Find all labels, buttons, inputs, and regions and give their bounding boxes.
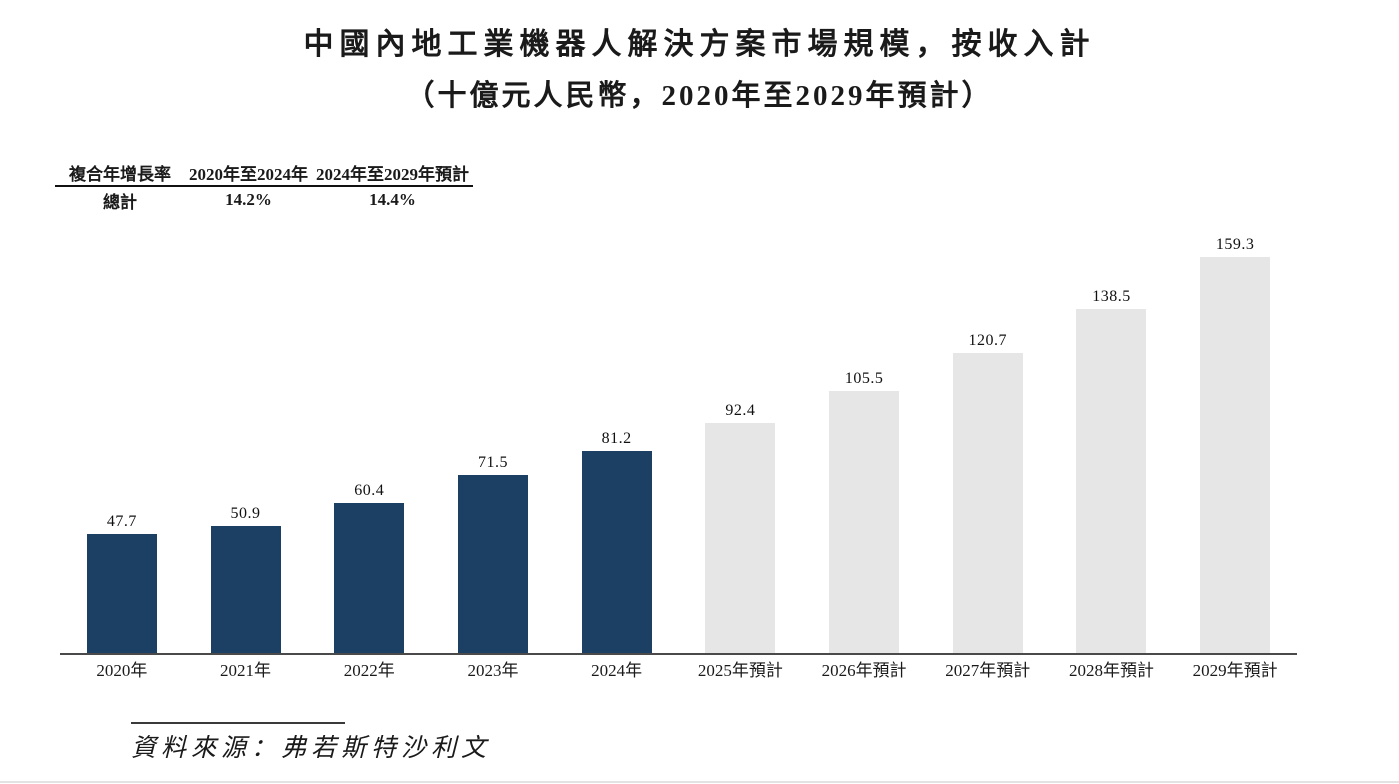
- page-bottom-rule: [0, 781, 1399, 783]
- bar-slot: 47.7: [60, 513, 184, 653]
- bar-value-label: 105.5: [844, 370, 884, 387]
- cagr-data-row: 總計 14.2% 14.4%: [55, 186, 473, 213]
- bar: [457, 475, 528, 653]
- cagr-value-2020-2024: 14.2%: [225, 190, 272, 209]
- cagr-header-period-2: 2024年至2029年預計: [312, 159, 473, 187]
- bar-value-label: 60.4: [354, 482, 385, 499]
- bar: [705, 423, 776, 653]
- chart-subtitle: （十億元人民幣，2020年至2029年預計）: [405, 80, 994, 112]
- bar-value-label: 159.3: [1215, 236, 1255, 253]
- chart-title: 中國內地工業機器人解決方案市場規模，按收入計: [303, 28, 1096, 61]
- bar-slot: 92.4: [679, 402, 803, 653]
- bar: [952, 353, 1023, 653]
- cagr-value-2024-2029: 14.4%: [369, 190, 416, 209]
- source-note: 資料來源：弗若斯特沙利文: [131, 735, 492, 762]
- plot-area: 47.7 50.9 60.4 71.5 81.2 92.4 105.5 120.7 138.5 1…: [60, 229, 1297, 655]
- bar: [829, 391, 900, 653]
- bar: [1200, 257, 1271, 653]
- x-axis-label: 2021年: [220, 661, 272, 680]
- bar: [581, 451, 652, 653]
- cagr-table: 複合年增長率 2020年至2024年 2024年至2029年預計 總計 14.2…: [55, 159, 473, 213]
- x-axis-label: 2029年預計: [1192, 661, 1278, 680]
- x-axis-label: 2028年預計: [1068, 661, 1154, 680]
- bar-value-label: 92.4: [725, 402, 756, 419]
- bar: [86, 534, 157, 653]
- x-axis-label: 2023年: [467, 661, 519, 680]
- source-divider: [131, 722, 345, 724]
- x-axis-label: 2022年: [343, 661, 395, 680]
- bar-value-label: 47.7: [106, 513, 137, 530]
- bar-slot: 159.3: [1173, 236, 1297, 653]
- cagr-header-metric: 複合年增長率: [55, 159, 185, 187]
- x-axis-label: 2026年預計: [821, 661, 907, 680]
- bar: [210, 526, 281, 653]
- bar-value-label: 50.9: [230, 505, 261, 522]
- x-axis-label: 2025年預計: [697, 661, 783, 680]
- bar-slot: 50.9: [184, 505, 308, 653]
- x-axis-label: 2024年: [591, 661, 643, 680]
- bar-slot: 120.7: [926, 332, 1050, 653]
- cagr-row-label: 總計: [103, 192, 137, 212]
- bar-value-label: 120.7: [968, 332, 1008, 349]
- bar-slot: 105.5: [802, 370, 926, 653]
- x-axis-label: 2027年預計: [945, 661, 1031, 680]
- bar-value-label: 71.5: [477, 454, 508, 471]
- bar-value-label: 81.2: [601, 430, 632, 447]
- bar-slot: 81.2: [555, 430, 679, 653]
- bar-slot: 60.4: [307, 482, 431, 653]
- bar-slot: 138.5: [1050, 288, 1174, 653]
- x-axis-label: 2020年: [96, 661, 148, 680]
- bar: [1076, 309, 1147, 653]
- x-axis-labels: 2020年 2021年 2022年 2023年 2024年 2025年預計 2026年預計 2…: [60, 660, 1297, 682]
- cagr-header-row: 複合年增長率 2020年至2024年 2024年至2029年預計: [55, 159, 473, 187]
- bar-value-label: 138.5: [1092, 288, 1131, 305]
- bar: [334, 503, 405, 653]
- bar-slot: 71.5: [431, 454, 555, 653]
- cagr-header-period-1: 2020年至2024年: [185, 159, 312, 187]
